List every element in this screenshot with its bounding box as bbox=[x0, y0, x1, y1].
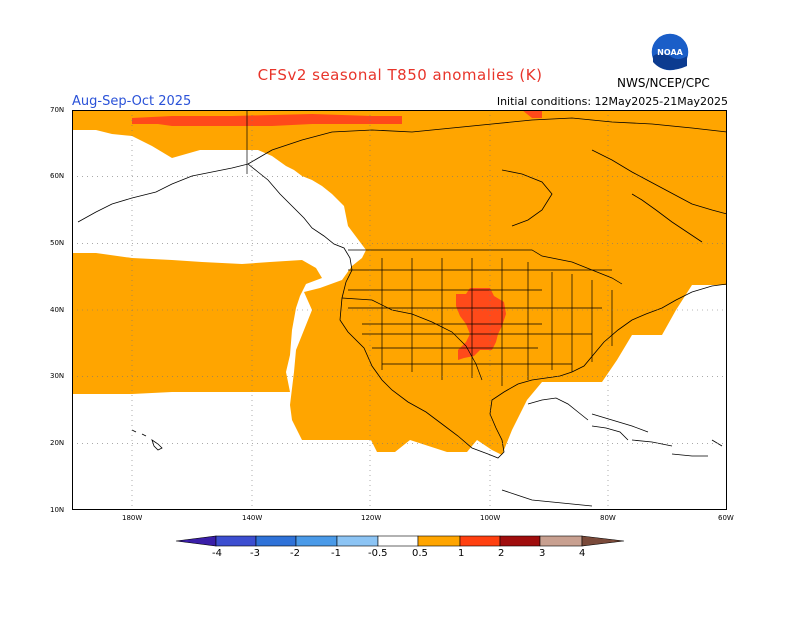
svg-text:NOAA: NOAA bbox=[657, 48, 683, 57]
anomaly-map bbox=[72, 110, 727, 510]
political-borders bbox=[246, 110, 623, 386]
colorbar-swatch bbox=[255, 535, 297, 547]
lon-label-80w: 80W bbox=[600, 514, 616, 522]
season-label: Aug-Sep-Oct 2025 bbox=[72, 94, 192, 109]
initial-conditions: Initial conditions: 12May2025-21May2025 bbox=[496, 95, 728, 108]
colorbar-label-neg4: -4 bbox=[212, 548, 222, 559]
lat-label-20n: 20N bbox=[50, 439, 65, 447]
anomaly-region-0-5-to-1 bbox=[72, 110, 727, 455]
colorbar-label-2: 2 bbox=[498, 548, 505, 559]
agency-label: NWS/NCEP/CPC bbox=[617, 76, 710, 90]
lat-label-60n: 60N bbox=[50, 172, 65, 180]
colorbar-label-4: 4 bbox=[579, 548, 586, 559]
coastlines bbox=[77, 117, 727, 507]
colorbar-swatch bbox=[499, 535, 541, 547]
lat-label-70n: 70N bbox=[50, 106, 65, 114]
colorbar-label-3: 3 bbox=[539, 548, 546, 559]
gridlines bbox=[72, 110, 727, 510]
lon-label-140w: 140W bbox=[242, 514, 263, 522]
colorbar-swatch bbox=[377, 535, 419, 547]
colorbar-swatch bbox=[295, 535, 338, 547]
lat-label-30n: 30N bbox=[50, 372, 65, 380]
colorbar-label-neg3: -3 bbox=[250, 548, 260, 559]
colorbar-label-1: 1 bbox=[458, 548, 465, 559]
plot-title: CFSv2 seasonal T850 anomalies (K) bbox=[257, 66, 543, 84]
lat-label-50n: 50N bbox=[50, 239, 65, 247]
colorbar-label-neg1: -1 bbox=[331, 548, 341, 559]
colorbar-swatch bbox=[459, 535, 501, 547]
colorbar-swatch bbox=[539, 535, 583, 547]
lon-label-60w: 60W bbox=[718, 514, 734, 522]
colorbar-swatch bbox=[417, 535, 461, 547]
colorbar-swatch bbox=[581, 535, 625, 547]
lon-label-120w: 120W bbox=[361, 514, 382, 522]
colorbar-label-neg2: -2 bbox=[290, 548, 300, 559]
colorbar-swatch bbox=[336, 535, 379, 547]
colorbar bbox=[175, 535, 625, 547]
colorbar-label-0-5: 0.5 bbox=[412, 548, 428, 559]
colorbar-label-neg0-5: -0.5 bbox=[368, 548, 388, 559]
lat-label-10n: 10N bbox=[50, 506, 65, 514]
colorbar-swatch bbox=[175, 535, 217, 547]
lat-label-40n: 40N bbox=[50, 306, 65, 314]
lon-label-180w: 180W bbox=[122, 514, 143, 522]
noaa-logo-icon: NOAA bbox=[650, 32, 690, 72]
lon-label-100w: 100W bbox=[480, 514, 501, 522]
map-frame bbox=[72, 110, 727, 510]
colorbar-swatch bbox=[215, 535, 257, 547]
